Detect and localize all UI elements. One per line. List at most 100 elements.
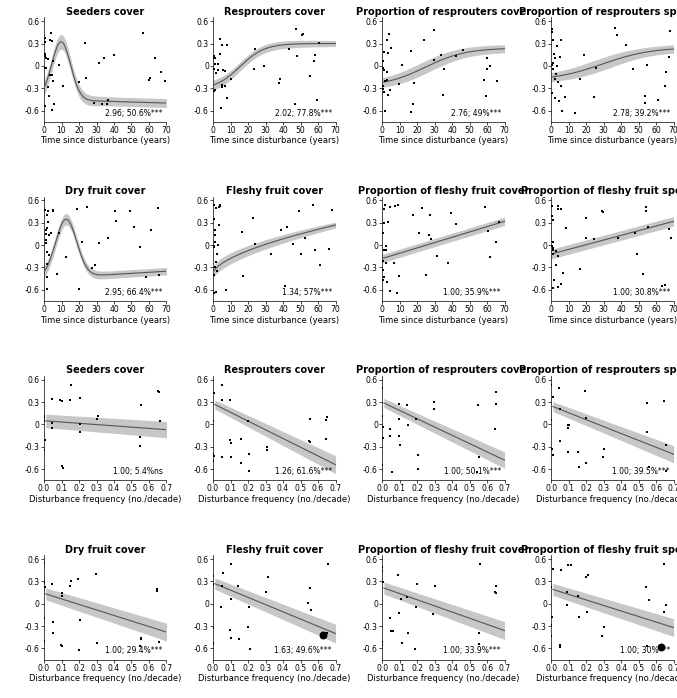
Point xyxy=(144,73,155,84)
Point xyxy=(403,628,414,639)
Point xyxy=(323,244,334,255)
Text: 1.00; 29.4%***: 1.00; 29.4%*** xyxy=(106,646,163,655)
Point xyxy=(144,74,155,85)
Point xyxy=(136,633,147,644)
Point xyxy=(47,105,58,116)
Point xyxy=(385,285,395,296)
Point xyxy=(554,640,565,651)
Point xyxy=(641,581,652,593)
Point xyxy=(290,98,301,110)
Point xyxy=(482,64,493,75)
Point xyxy=(551,60,562,71)
Point xyxy=(642,641,653,652)
X-axis label: Disturbance frequency (no./decade): Disturbance frequency (no./decade) xyxy=(367,495,519,504)
Text: 1.26; 61.6%***: 1.26; 61.6%*** xyxy=(275,467,332,476)
Point xyxy=(397,637,408,648)
Point xyxy=(570,107,581,119)
Point xyxy=(383,28,394,39)
Point xyxy=(215,34,225,45)
Point xyxy=(481,52,492,64)
Point xyxy=(135,440,146,452)
Point xyxy=(58,463,68,474)
Point xyxy=(75,426,86,438)
Point xyxy=(561,223,571,234)
Point xyxy=(377,382,388,393)
X-axis label: Time since disturbance (years): Time since disturbance (years) xyxy=(378,315,508,325)
Point xyxy=(74,76,85,87)
Point xyxy=(548,242,559,253)
Point xyxy=(73,283,84,294)
Point xyxy=(379,272,390,283)
Point xyxy=(209,287,219,298)
Point xyxy=(220,284,231,295)
X-axis label: Time since disturbance (years): Time since disturbance (years) xyxy=(547,136,677,145)
Point xyxy=(215,103,226,114)
Point xyxy=(280,280,290,291)
Point xyxy=(573,461,584,473)
Point xyxy=(321,433,332,445)
Point xyxy=(429,24,439,36)
Point xyxy=(546,415,556,426)
Point xyxy=(640,205,651,216)
Point xyxy=(552,281,563,292)
Point xyxy=(659,279,670,290)
Point xyxy=(549,93,560,104)
Point xyxy=(41,224,51,235)
Point xyxy=(385,431,395,442)
Point xyxy=(154,415,165,426)
Point xyxy=(628,64,639,75)
Point xyxy=(458,45,469,56)
Point xyxy=(411,602,422,613)
Point xyxy=(582,570,593,581)
Point xyxy=(146,225,156,236)
Text: 1.00; 50.1%***: 1.00; 50.1%*** xyxy=(443,467,501,476)
Point xyxy=(41,53,51,64)
Point xyxy=(43,54,53,65)
Title: Fleshy fruit cover: Fleshy fruit cover xyxy=(225,186,323,196)
Point xyxy=(265,248,276,260)
Point xyxy=(61,252,72,263)
Point xyxy=(89,98,100,109)
Point xyxy=(216,81,227,92)
Point xyxy=(472,466,483,477)
Point xyxy=(408,77,419,89)
Point xyxy=(549,52,560,64)
Point xyxy=(313,38,324,49)
Point xyxy=(640,90,651,101)
Point xyxy=(298,28,309,39)
Point xyxy=(134,641,145,652)
Title: Dry fruit cover: Dry fruit cover xyxy=(65,186,146,196)
Point xyxy=(439,64,450,75)
Point xyxy=(47,422,58,433)
Point xyxy=(209,451,219,462)
Point xyxy=(490,588,501,599)
Point xyxy=(39,415,49,426)
Point xyxy=(548,248,559,260)
Point xyxy=(489,586,500,597)
Point xyxy=(137,27,148,38)
Point xyxy=(438,89,449,101)
Point xyxy=(429,396,439,408)
Point xyxy=(47,70,58,81)
Point xyxy=(321,415,332,426)
Point xyxy=(52,268,63,279)
Point xyxy=(412,449,423,460)
Point xyxy=(613,232,624,243)
Point xyxy=(215,200,225,211)
Title: Proportion of resprouters species: Proportion of resprouters species xyxy=(519,7,677,17)
Point xyxy=(208,455,219,466)
Point xyxy=(556,279,567,290)
Point xyxy=(318,630,329,641)
Point xyxy=(665,232,676,244)
Point xyxy=(39,205,50,216)
Point xyxy=(209,85,219,96)
Point xyxy=(553,96,564,107)
Point xyxy=(420,269,431,281)
Point xyxy=(553,201,564,212)
Point xyxy=(590,63,601,74)
Point xyxy=(385,612,395,623)
Point xyxy=(154,387,165,398)
Point xyxy=(581,571,592,582)
Point xyxy=(209,387,219,399)
Point xyxy=(378,255,389,267)
